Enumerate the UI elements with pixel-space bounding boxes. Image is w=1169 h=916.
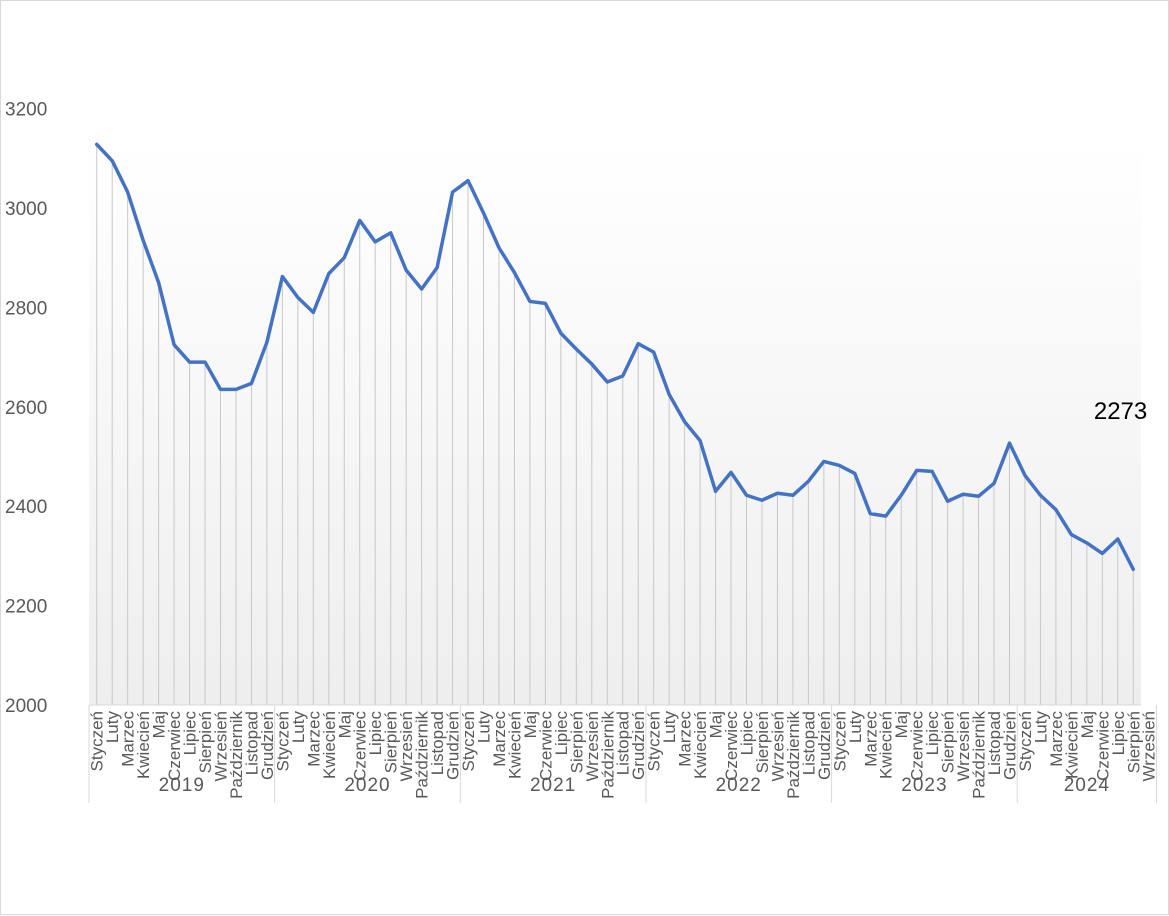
x-tick-label: Sierpień (567, 711, 586, 773)
x-tick-label: Maj (335, 711, 354, 738)
x-tick-label: Styczeń (645, 711, 664, 771)
x-tick-label: Marzec (119, 711, 138, 767)
x-tick-label: Wrzesień (212, 711, 231, 782)
last-value-label: 2273 (1094, 398, 1147, 425)
year-label: 2022 (716, 775, 762, 796)
series-group (94, 142, 1136, 572)
x-tick-label: Styczeń (273, 711, 292, 771)
x-tick-label: Wrzesień (768, 711, 787, 782)
x-tick-label: Maj (150, 711, 169, 738)
x-tick-label: Lipiec (181, 711, 200, 756)
x-tick-label: Luty (1031, 711, 1050, 744)
x-tick-label: Luty (660, 711, 679, 744)
x-tick-label: Październik (227, 711, 246, 799)
x-tick-label: Październik (413, 711, 432, 799)
x-tick-label: Czerwiec (908, 711, 927, 781)
x-tick-label: Lipiec (1109, 711, 1128, 756)
x-tick-label: Lipiec (552, 711, 571, 756)
x-tick-label: Wrzesień (397, 711, 416, 782)
x-tick-label: Czerwiec (1093, 711, 1112, 781)
year-label: 2021 (530, 775, 576, 796)
x-tick-label: Styczeń (88, 711, 107, 771)
year-label: 2019 (159, 775, 205, 796)
x-tick-label: Maj (892, 711, 911, 738)
x-tick-label: Lipiec (366, 711, 385, 756)
x-tick-label: Sierpień (196, 711, 215, 773)
x-tick-label: Listopad (428, 711, 447, 775)
x-tick-label: Luty (289, 711, 308, 744)
x-tick-label: Luty (475, 711, 494, 744)
x-tick-label: Październik (598, 711, 617, 799)
x-tick-label: Listopad (985, 711, 1004, 775)
x-axis: StyczeńLutyMarzecKwiecieńMajCzerwiecLipi… (88, 704, 1159, 803)
x-tick-label: Maj (707, 711, 726, 738)
x-tick-label: Sierpień (939, 711, 958, 773)
x-tick-label: Czerwiec (722, 711, 741, 781)
x-tick-label: Kwiecień (320, 711, 339, 779)
y-tick-label: 3200 (5, 100, 47, 121)
x-tick-label: Grudzień (815, 711, 834, 780)
year-label: 2020 (344, 775, 390, 796)
x-tick-label: Styczeń (459, 711, 478, 771)
year-label: 2024 (1064, 775, 1110, 796)
x-tick-label: Grudzień (258, 711, 277, 780)
x-tick-label: Lipiec (738, 711, 757, 756)
x-tick-label: Sierpień (753, 711, 772, 773)
x-tick-label: Wrzesień (1140, 711, 1159, 782)
x-tick-label: Kwiecień (505, 711, 524, 779)
x-tick-label: Czerwiec (351, 711, 370, 781)
data-labels: 2273 (1094, 398, 1147, 425)
x-tick-label: Styczeń (830, 711, 849, 771)
x-tick-label: Styczeń (1016, 711, 1035, 771)
x-tick-label: Luty (846, 711, 865, 744)
x-tick-label: Wrzesień (583, 711, 602, 782)
y-axis: 2000 2200 2400 2600 2800 3000 3200 (5, 100, 47, 717)
x-tick-label: Marzec (1047, 711, 1066, 767)
x-tick-label: Sierpień (1124, 711, 1143, 773)
x-tick-label: Listopad (799, 711, 818, 775)
plot-area-background (89, 141, 1141, 705)
x-tick-label: Marzec (304, 711, 323, 767)
y-tick-label: 2000 (5, 696, 47, 717)
y-tick-label: 3000 (5, 199, 47, 220)
x-tick-label: Maj (521, 711, 540, 738)
series-line (94, 142, 1136, 572)
x-tick-label: Wrzesień (954, 711, 973, 782)
x-tick-label: Marzec (861, 711, 880, 767)
x-tick-label: Lipiec (923, 711, 942, 756)
drop-lines (96, 144, 1134, 705)
x-tick-label: Listopad (242, 711, 261, 775)
x-tick-label: Czerwiec (165, 711, 184, 781)
x-tick-label: Kwiecień (877, 711, 896, 779)
x-tick-label: Czerwiec (536, 711, 555, 781)
y-tick-label: 2800 (5, 298, 47, 319)
x-tick-label: Luty (103, 711, 122, 744)
x-tick-label: Grudzień (1001, 711, 1020, 780)
x-tick-label: Październik (970, 711, 989, 799)
x-tick-label: Listopad (614, 711, 633, 775)
x-tick-label: Kwiecień (134, 711, 153, 779)
y-tick-label: 2200 (5, 597, 47, 618)
x-tick-label: Marzec (676, 711, 695, 767)
x-tick-label: Grudzień (444, 711, 463, 780)
x-tick-label: Marzec (490, 711, 509, 767)
year-label: 2023 (901, 775, 947, 796)
x-tick-label: Kwiecień (1062, 711, 1081, 779)
x-tick-label: Kwiecień (691, 711, 710, 779)
x-tick-label: Maj (1078, 711, 1097, 738)
y-tick-label: 2600 (5, 398, 47, 419)
y-tick-label: 2400 (5, 497, 47, 518)
x-tick-label: Sierpień (382, 711, 401, 773)
x-tick-label: Październik (784, 711, 803, 799)
x-tick-label: Grudzień (629, 711, 648, 780)
